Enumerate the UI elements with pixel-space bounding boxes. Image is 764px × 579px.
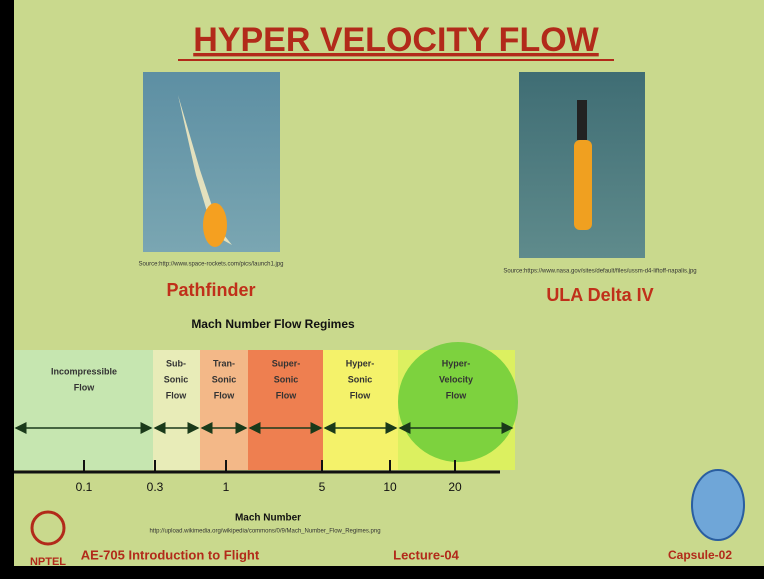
regime-label: Incompressible (51, 366, 117, 376)
regime-label: Sub- (166, 358, 186, 368)
regime-label: Sonic (348, 374, 373, 384)
axis-label: 0.3 (147, 480, 164, 494)
axis-label: 10 (383, 480, 397, 494)
regime-label: Flow (446, 390, 467, 400)
regime-label: Velocity (439, 374, 473, 384)
course: AE-705 Introduction to Flight (81, 547, 260, 562)
regime-label: Tran- (213, 358, 235, 368)
regime-label: Hyper- (346, 358, 375, 368)
regime-label: Hyper- (442, 358, 471, 368)
diagram-source: http://upload.wikimedia.org/wikipedia/co… (149, 529, 380, 535)
title: HYPER VELOCITY FLOW (193, 21, 599, 59)
diagram-title: Mach Number Flow Regimes (191, 317, 355, 331)
axis-label: 0.1 (76, 480, 93, 494)
rocket-flame (574, 140, 592, 230)
capsule: Capsule-02 (668, 548, 732, 562)
axis-title: Mach Number (235, 513, 301, 524)
regime-label: Super- (272, 358, 301, 368)
image-source: Source:http://www.space-rockets.com/pics… (138, 262, 283, 268)
axis-label: 5 (319, 480, 326, 494)
regime-label: Flow (214, 390, 235, 400)
regime-label: Sonic (212, 374, 237, 384)
image-caption: Pathfinder (166, 280, 255, 300)
regime-label: Flow (276, 390, 297, 400)
regime-label: Flow (74, 382, 95, 392)
regime-label: Sonic (164, 374, 189, 384)
image-caption: ULA Delta IV (546, 285, 653, 305)
axis-label: 20 (448, 480, 462, 494)
lecture: Lecture-04 (393, 547, 460, 562)
page: HYPER VELOCITY FLOW Source:http://www.sp… (0, 0, 764, 579)
regime-label: Sonic (274, 374, 299, 384)
regime-label: Flow (350, 390, 371, 400)
slide: HYPER VELOCITY FLOW Source:http://www.sp… (0, 0, 764, 579)
rocket-body (577, 100, 587, 140)
image-source: Source:https://www.nasa.gov/sites/defaul… (503, 269, 696, 275)
cdeep-logo (692, 470, 744, 540)
logo-text: NPTEL (30, 556, 66, 568)
axis-label: 1 (223, 480, 230, 494)
regime-label: Flow (166, 390, 187, 400)
rocket-flame (203, 203, 227, 247)
